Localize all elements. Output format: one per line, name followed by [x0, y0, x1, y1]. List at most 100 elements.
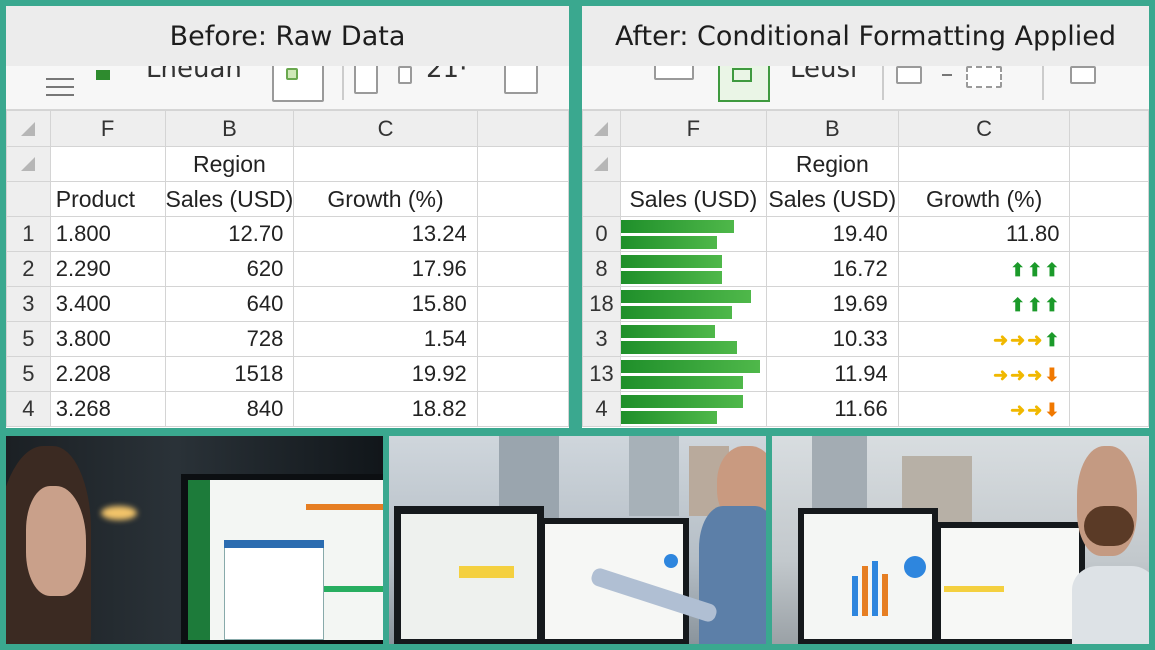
- row-header[interactable]: [6, 181, 51, 217]
- growth-cell[interactable]: 13.24: [293, 216, 478, 252]
- growth-cell[interactable]: 1.54: [293, 321, 478, 357]
- row-header-corner[interactable]: [582, 146, 621, 182]
- row-number[interactable]: 18: [582, 286, 621, 322]
- menu-icon[interactable]: [46, 78, 74, 80]
- empty-cell[interactable]: [476, 216, 569, 252]
- growth-cell[interactable]: 11.80: [897, 216, 1071, 252]
- column-header-b[interactable]: B: [164, 110, 295, 147]
- align-icon[interactable]: [354, 66, 378, 94]
- data-bar-cell[interactable]: [619, 356, 767, 392]
- empty-cell[interactable]: [476, 181, 569, 217]
- empty-cell[interactable]: [1069, 181, 1149, 217]
- row-header[interactable]: [582, 181, 621, 217]
- row-number[interactable]: 3: [582, 321, 621, 357]
- column-header-d[interactable]: [476, 110, 569, 147]
- column-header-c[interactable]: C: [897, 110, 1071, 147]
- growth-icon-cell[interactable]: ➜ ➜ ➜ ⬇: [897, 356, 1071, 392]
- header-cell-product[interactable]: Product: [49, 181, 166, 217]
- product-cell[interactable]: 2.290: [49, 251, 166, 287]
- row-number[interactable]: 0: [582, 216, 621, 252]
- empty-cell[interactable]: [1069, 146, 1149, 182]
- empty-cell[interactable]: [476, 251, 569, 287]
- row-number[interactable]: 2: [6, 251, 51, 287]
- filter-icon[interactable]: [966, 66, 1002, 88]
- growth-cell[interactable]: 19.92: [293, 356, 478, 392]
- empty-cell[interactable]: [1069, 286, 1149, 322]
- select-all-corner[interactable]: [6, 110, 51, 147]
- border-icon[interactable]: [398, 66, 412, 84]
- empty-cell[interactable]: [476, 391, 569, 427]
- header-cell[interactable]: [49, 146, 166, 182]
- header-cell-sales-bar[interactable]: Sales (USD): [619, 181, 767, 217]
- table-icon[interactable]: [1070, 66, 1096, 84]
- excel-icon[interactable]: [96, 70, 110, 80]
- header-cell[interactable]: [293, 146, 478, 182]
- row-number[interactable]: 4: [6, 391, 51, 427]
- product-cell[interactable]: 3.800: [49, 321, 166, 357]
- empty-cell[interactable]: [476, 286, 569, 322]
- data-bar-cell[interactable]: [619, 391, 767, 427]
- ribbon-font-label[interactable]: Lneuan: [146, 66, 242, 84]
- ribbon-sort-label[interactable]: 21·: [426, 66, 468, 84]
- sales-cell[interactable]: 11.66: [765, 391, 899, 427]
- row-number[interactable]: 5: [6, 356, 51, 392]
- product-cell[interactable]: 3.268: [49, 391, 166, 427]
- header-cell-sales[interactable]: Sales (USD): [765, 181, 899, 217]
- column-header-c[interactable]: C: [293, 110, 478, 147]
- header-cell-region[interactable]: Region: [164, 146, 295, 182]
- column-header-b[interactable]: B: [765, 110, 899, 147]
- sales-cell[interactable]: 10.33: [765, 321, 899, 357]
- header-cell-region[interactable]: Region: [765, 146, 899, 182]
- sales-cell[interactable]: 1518: [164, 356, 295, 392]
- growth-icon-cell[interactable]: ⬆ ⬆ ⬆: [897, 251, 1071, 287]
- growth-icon-cell[interactable]: ➜ ➜ ⬇: [897, 391, 1071, 427]
- row-number[interactable]: 13: [582, 356, 621, 392]
- sales-cell[interactable]: 728: [164, 321, 295, 357]
- conditional-format-button[interactable]: [718, 66, 770, 102]
- header-cell-growth[interactable]: Growth (%): [293, 181, 478, 217]
- empty-cell[interactable]: [476, 356, 569, 392]
- border-icon[interactable]: [896, 66, 922, 84]
- growth-cell[interactable]: 17.96: [293, 251, 478, 287]
- growth-icon-cell[interactable]: ➜ ➜ ➜ ⬆: [897, 321, 1071, 357]
- sales-cell[interactable]: 12.70: [164, 216, 295, 252]
- sales-cell[interactable]: 19.69: [765, 286, 899, 322]
- select-all-corner[interactable]: [582, 110, 621, 147]
- sales-cell[interactable]: 840: [164, 391, 295, 427]
- empty-cell[interactable]: [1069, 216, 1149, 252]
- header-cell[interactable]: [619, 146, 767, 182]
- format-button[interactable]: [272, 66, 324, 102]
- growth-cell[interactable]: 18.82: [293, 391, 478, 427]
- column-header-d[interactable]: [1069, 110, 1149, 147]
- sales-cell[interactable]: 640: [164, 286, 295, 322]
- data-bar-cell[interactable]: [619, 321, 767, 357]
- row-number[interactable]: 4: [582, 391, 621, 427]
- header-cell-sales[interactable]: Sales (USD): [164, 181, 295, 217]
- header-cell-growth[interactable]: Growth (%): [897, 181, 1071, 217]
- empty-cell[interactable]: [1069, 391, 1149, 427]
- data-bar-cell[interactable]: [619, 251, 767, 287]
- row-number[interactable]: 8: [582, 251, 621, 287]
- row-number[interactable]: 3: [6, 286, 51, 322]
- empty-cell[interactable]: [1069, 356, 1149, 392]
- empty-cell[interactable]: [1069, 321, 1149, 357]
- growth-icon-cell[interactable]: ⬆ ⬆ ⬆: [897, 286, 1071, 322]
- empty-cell[interactable]: [476, 321, 569, 357]
- sales-cell[interactable]: 11.94: [765, 356, 899, 392]
- layout-icon[interactable]: [654, 66, 694, 80]
- data-bar-cell[interactable]: [619, 216, 767, 252]
- table-icon[interactable]: [504, 66, 538, 94]
- product-cell[interactable]: 3.400: [49, 286, 166, 322]
- sales-cell[interactable]: 620: [164, 251, 295, 287]
- empty-cell[interactable]: [1069, 251, 1149, 287]
- data-bar-cell[interactable]: [619, 286, 767, 322]
- row-header-corner[interactable]: [6, 146, 51, 182]
- sales-cell[interactable]: 19.40: [765, 216, 899, 252]
- product-cell[interactable]: 1.800: [49, 216, 166, 252]
- empty-cell[interactable]: [476, 146, 569, 182]
- column-header-f[interactable]: F: [49, 110, 166, 147]
- growth-cell[interactable]: 15.80: [293, 286, 478, 322]
- row-number[interactable]: 5: [6, 321, 51, 357]
- product-cell[interactable]: 2.208: [49, 356, 166, 392]
- column-header-f[interactable]: F: [619, 110, 767, 147]
